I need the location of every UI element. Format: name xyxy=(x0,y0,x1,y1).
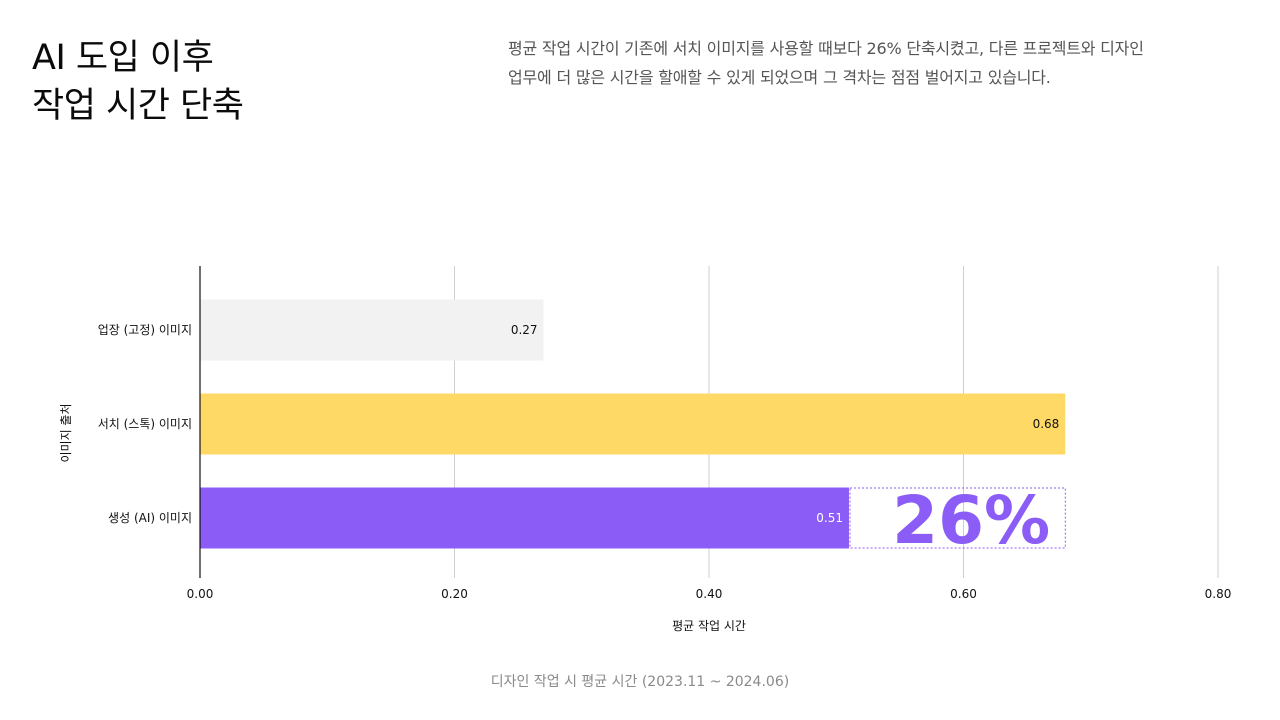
gap-highlight-box xyxy=(849,487,1066,549)
description-line-2: 업무에 더 많은 시간을 할애할 수 있게 되었으며 그 격차는 점점 벌어지고… xyxy=(508,68,1051,87)
bar xyxy=(200,487,849,549)
x-tick-label: 0.00 xyxy=(187,587,214,601)
description-line-1: 평균 작업 시간이 기존에 서치 이미지를 사용할 때보다 26% 단축시켰고,… xyxy=(508,39,1144,58)
y-tick-label: 업장 (고정) 이미지 xyxy=(98,323,192,337)
bar-value-label: 0.68 xyxy=(1033,417,1060,431)
x-tick-label: 0.20 xyxy=(441,587,468,601)
y-axis-title: 이미지 출처 xyxy=(59,403,73,462)
x-tick-label: 0.60 xyxy=(950,587,977,601)
y-tick-label: 생성 (AI) 이미지 xyxy=(108,511,192,525)
x-axis-title: 평균 작업 시간 xyxy=(672,619,746,633)
chart-caption: 디자인 작업 시 평균 시간 (2023.11 ~ 2024.06) xyxy=(490,674,790,690)
title-line-1: AI 도입 이후 xyxy=(32,38,214,78)
x-tick-label: 0.80 xyxy=(1205,587,1232,601)
page-title: AI 도입 이후 작업 시간 단축 xyxy=(32,34,244,130)
y-tick-label: 서치 (스톡) 이미지 xyxy=(98,417,192,431)
bar xyxy=(200,299,544,361)
bar-value-label: 0.51 xyxy=(816,511,843,525)
bar xyxy=(200,393,1066,455)
x-tick-label: 0.40 xyxy=(696,587,723,601)
title-line-2: 작업 시간 단축 xyxy=(32,86,244,126)
page-description: 평균 작업 시간이 기존에 서치 이미지를 사용할 때보다 26% 단축시켰고,… xyxy=(508,34,1248,92)
gap-percent-annotation: 26% xyxy=(892,482,1050,559)
bar-value-label: 0.27 xyxy=(511,323,538,337)
